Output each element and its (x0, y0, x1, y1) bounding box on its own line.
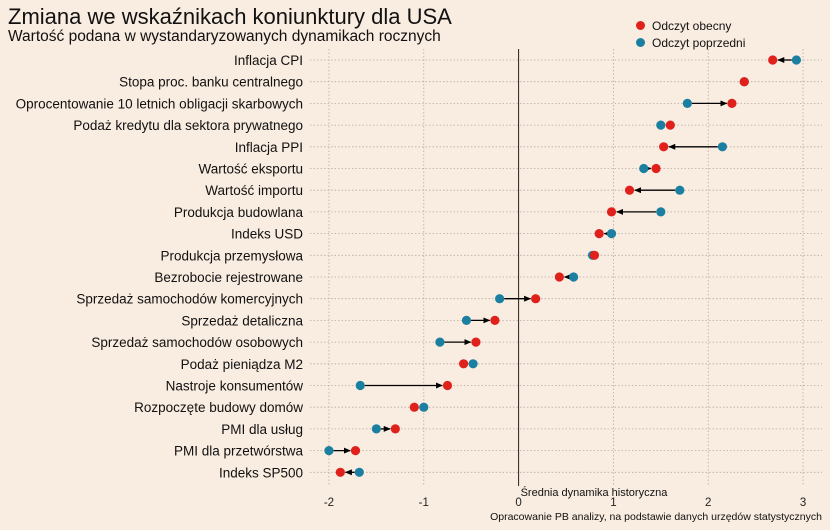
x-tick-label: 1 (610, 497, 616, 509)
point-previous (656, 207, 666, 217)
category-label: Oprocentowanie 10 letnich obligacji skar… (16, 96, 303, 111)
category-label: Sprzedaż detaliczna (181, 313, 303, 328)
point-current (768, 55, 778, 65)
point-previous (419, 402, 429, 412)
legend-label-previous: Odczyt poprzedni (652, 35, 746, 50)
point-current (531, 294, 541, 304)
category-label: Produkcja budowlana (174, 205, 304, 220)
point-current (554, 272, 564, 282)
point-previous (639, 163, 649, 174)
category-label: Indeks USD (231, 227, 303, 242)
point-current (589, 250, 600, 260)
category-label: Bezrobocie rejestrowane (154, 270, 303, 285)
point-previous (355, 380, 365, 391)
point-previous (324, 446, 334, 456)
point-previous (606, 229, 617, 239)
point-current (390, 424, 400, 434)
point-current (409, 402, 419, 412)
point-previous (468, 359, 478, 369)
category-label: PMI dla przetwórstwa (174, 444, 304, 459)
legend-item-current: Odczyt obecny (636, 17, 745, 34)
point-previous (461, 315, 472, 325)
legend-label-current: Odczyt obecny (652, 18, 732, 33)
legend-dot-current (636, 21, 645, 30)
category-label: Rozpoczęte budowy domów (134, 400, 303, 415)
point-previous (371, 424, 381, 434)
legend-item-previous: Odczyt poprzedni (636, 34, 745, 51)
point-current (606, 207, 617, 217)
category-label: Stopa proc. banku centralnego (119, 75, 303, 90)
point-current (471, 337, 481, 347)
point-current (335, 467, 345, 477)
x-tick-label: -1 (419, 497, 429, 509)
point-current (442, 380, 453, 391)
point-previous (656, 120, 666, 130)
category-label: PMI dla usług (221, 422, 303, 437)
point-previous (791, 55, 802, 65)
chart-title: Zmiana we wskaźnikach koniunktury dla US… (8, 4, 452, 29)
point-current (350, 446, 361, 456)
category-label: Sprzedaż samochodów osobowych (91, 335, 303, 350)
point-previous (717, 142, 728, 152)
point-previous (568, 272, 579, 282)
x-tick-label: 0 (515, 497, 521, 509)
chart-subtitle: Wartość podana w wystandaryzowanych dyna… (8, 28, 441, 45)
point-current (659, 142, 669, 152)
x-axis-title: Średnia dynamika historyczna (521, 486, 669, 499)
point-current (490, 315, 500, 325)
point-current (624, 185, 635, 195)
point-current (665, 120, 675, 130)
legend: Odczyt obecny Odczyt poprzedni (636, 17, 745, 51)
category-label: Sprzedaż samochodów komercyjnych (76, 292, 303, 307)
category-label: Podaż kredytu dla sektora prywatnego (73, 118, 303, 133)
legend-dot-previous (636, 38, 645, 47)
point-previous (682, 98, 692, 108)
point-previous (675, 185, 685, 195)
point-previous (435, 337, 445, 347)
category-label: Podaż pieniądza M2 (181, 357, 303, 372)
category-label: Produkcja przemysłowa (160, 248, 303, 263)
category-label: Inflacja CPI (234, 53, 303, 68)
x-tick-label: 3 (800, 497, 806, 509)
category-label: Wartość importu (205, 183, 303, 198)
x-tick-label: 2 (705, 497, 711, 509)
point-current (459, 359, 469, 369)
point-current (594, 229, 604, 239)
category-label: Inflacja PPI (235, 140, 303, 155)
x-tick-label: -2 (324, 497, 334, 509)
category-label: Nastroje konsumentów (166, 379, 304, 394)
point-current (739, 77, 749, 87)
category-label: Wartość eksportu (198, 162, 303, 177)
chart-caption: Opracowanie PB analizy, na podstawie dan… (490, 511, 822, 523)
point-current (727, 98, 737, 108)
point-current (651, 163, 661, 174)
point-previous (495, 294, 505, 304)
point-previous (354, 467, 364, 477)
category-label: Indeks SP500 (219, 465, 303, 480)
